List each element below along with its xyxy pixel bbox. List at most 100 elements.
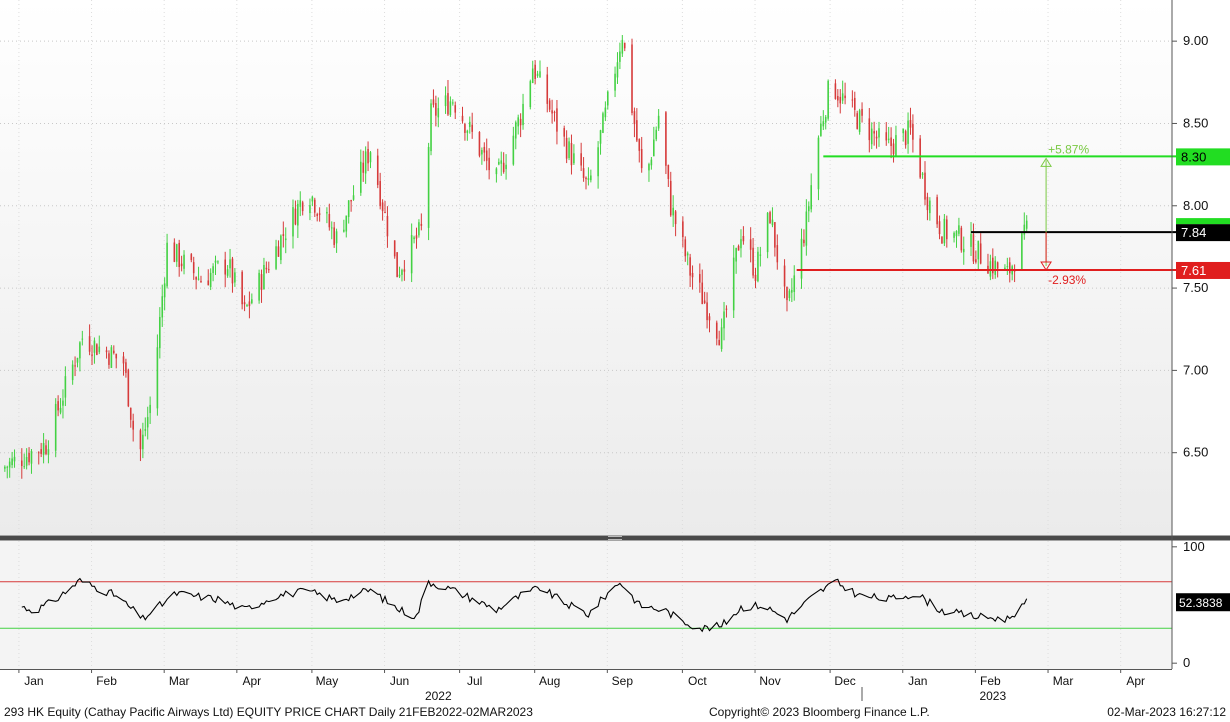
candle-body [444,95,447,107]
candle-body [226,269,229,276]
candle-body [175,244,178,262]
candle-body [936,197,938,225]
candle-body [267,269,270,271]
candle-body [200,280,202,283]
x-tick-label: Jun [390,674,409,688]
candle-body [822,121,825,127]
candle-body [650,159,653,166]
candle-body [684,239,687,257]
candle-body [512,135,515,165]
candle-body [686,253,689,256]
x-tick-label: Oct [688,674,707,688]
candle-body [786,286,788,301]
candle-body [381,202,384,212]
candle-body [401,269,403,275]
candle-body [924,172,926,200]
x-tick-label: Sep [612,674,634,688]
candle-body [689,257,691,276]
candle-body [437,108,440,118]
candle-body [42,443,45,455]
candle-body [580,153,582,166]
candle-body [79,342,81,359]
candle-body [962,248,965,253]
candle-body [732,257,735,311]
candle-body [807,206,810,212]
candle-body [597,147,599,177]
candle-body [98,346,101,353]
candle-body [636,120,638,141]
candle-body [725,308,728,310]
candle-body [81,338,84,340]
candle-body [96,344,98,355]
candle-body [606,91,609,106]
candle-body [834,83,837,99]
candle-body [873,131,875,134]
candle-body [318,213,321,215]
candle-body [71,364,74,381]
rsi-panel-background [0,541,1172,669]
candle-body [706,302,708,321]
candle-body [311,196,314,202]
candle-body [522,103,524,126]
candle-body [570,143,573,166]
candle-body [275,246,277,269]
candle-body [992,257,994,274]
y-tick-label: 8.00 [1183,198,1208,213]
candle-body [1023,224,1026,235]
candle-body [471,124,473,132]
candle-body [996,262,999,269]
candle-body [108,353,110,365]
x-tick-label: Aug [539,674,560,688]
candle-body [769,212,771,224]
candle-body [718,339,720,346]
candle-body [938,221,941,235]
candle-body [478,131,481,156]
candle-body [74,365,76,367]
candle-body [551,110,553,114]
candle-body [604,107,607,118]
candle-body [328,213,331,228]
candle-body [621,39,624,54]
candle-body [752,247,754,276]
candle-body [776,245,779,263]
candle-body [672,207,674,216]
candle-body [178,242,180,268]
y-tick-label: 7.00 [1183,362,1208,377]
candle-body [62,400,64,406]
candle-body [142,434,144,450]
candle-body [432,99,435,105]
candle-body [735,248,737,262]
x-tick-label: Dec [834,674,855,688]
candle-body [546,74,549,104]
candle-body [861,108,863,116]
candle-body [190,254,193,261]
candle-body [231,258,234,284]
candle-body [657,115,660,129]
x-tick-label: Apr [242,674,261,688]
candle-body [410,235,413,274]
candle-body [1025,220,1028,229]
candle-body [129,407,132,420]
candle-body [820,123,822,136]
candle-body [909,119,912,128]
candle-body [217,261,219,263]
candle-body [774,222,776,248]
change-annotations: +5.87% -2.93% [1040,142,1089,287]
candle-body [464,124,466,133]
candle-body [335,231,338,244]
candle-body [531,68,534,84]
candle-body [447,93,449,115]
candle-body [59,407,62,413]
candle-body [623,42,626,49]
candle-body [674,211,677,225]
candle-body [212,266,214,273]
candle-body [25,456,28,466]
candle-body [352,195,355,200]
candle-body [946,219,948,240]
candle-body [47,449,50,455]
grid [0,0,1172,669]
candle-body [209,272,212,287]
candle-body [977,240,980,260]
candle-body [907,120,909,144]
candles [4,35,1028,479]
